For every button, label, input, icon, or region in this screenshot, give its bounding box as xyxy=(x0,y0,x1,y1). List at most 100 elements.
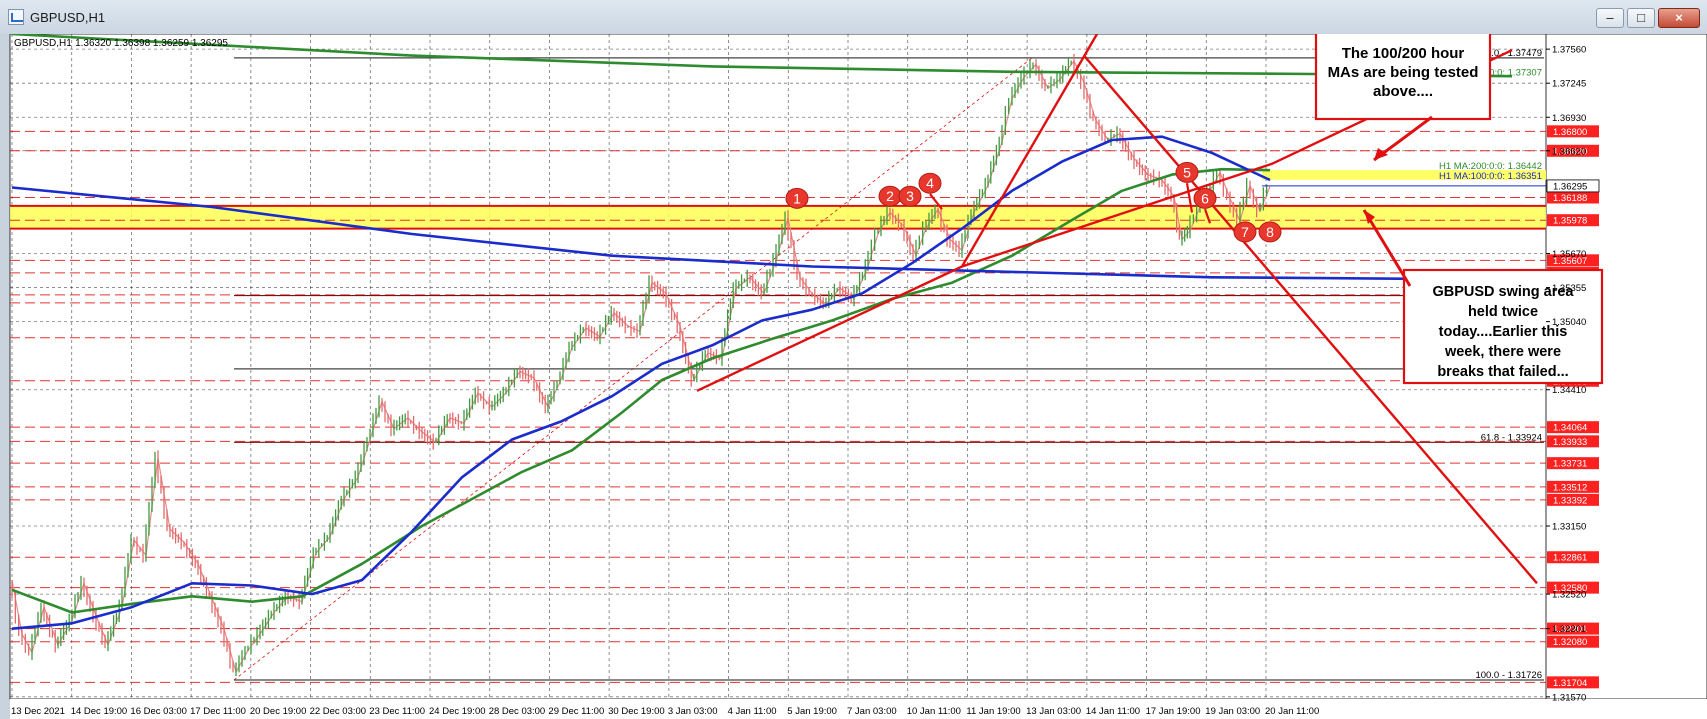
time-tick-label: 13 Jan 03:00 xyxy=(1026,706,1081,717)
callouts: The 100/200 hour MAs are being tested abov… xyxy=(1314,34,1604,385)
time-tick-label: 14 Dec 19:00 xyxy=(71,706,128,717)
level-tag-label: 1.33731 xyxy=(1553,459,1587,470)
fib-label: 61.8 - 1.33924 xyxy=(1481,432,1542,443)
ma-callout-arrowhead xyxy=(1374,148,1388,160)
time-tick-label: 7 Jan 03:00 xyxy=(847,706,897,717)
ma-line xyxy=(11,186,1513,281)
level-tag xyxy=(1547,125,1599,138)
time-tick-label: 24 Dec 19:00 xyxy=(429,706,486,717)
swing-callout-arrowhead xyxy=(1364,210,1375,224)
time-tick-label: 4 Jan 11:00 xyxy=(728,706,777,717)
time-tick-label: 13 Dec 2021 xyxy=(11,706,65,717)
level-tag xyxy=(1547,421,1599,434)
window-titlebar[interactable]: GBPUSD,H1 – □ × xyxy=(0,0,1707,34)
touch-markers: 1 2 34 56 7 8 xyxy=(785,161,1282,243)
marker-number: 4 xyxy=(926,175,934,191)
fib-label: 0.0 - 1.37479 xyxy=(1486,48,1542,59)
time-tick-label: 29 Dec 11:00 xyxy=(548,706,604,717)
marker-badge xyxy=(1193,187,1217,209)
trendline xyxy=(1083,54,1538,585)
window-title: GBPUSD,H1 xyxy=(30,10,106,25)
time-tick-label: 10 Jan 11:00 xyxy=(907,706,961,717)
maximize-button[interactable]: □ xyxy=(1627,8,1655,28)
time-tick-label: 19 Jan 03:00 xyxy=(1205,706,1260,717)
time-tick-label: 30 Dec 19:00 xyxy=(608,706,665,717)
level-tag-label: 1.35607 xyxy=(1553,256,1587,267)
plot-area xyxy=(9,34,1547,700)
level-tag-label: 1.36800 xyxy=(1553,127,1587,138)
time-tick-label: 17 Dec 11:00 xyxy=(190,706,246,717)
marker-badge xyxy=(918,172,942,194)
time-tick-label: 22 Dec 03:00 xyxy=(310,706,367,717)
level-tag xyxy=(1547,551,1599,564)
minimize-button[interactable]: – xyxy=(1596,8,1624,28)
price-tick-label: 1.33150 xyxy=(1552,521,1586,532)
time-tick-label: 17 Jan 19:00 xyxy=(1146,706,1201,717)
minimize-icon: – xyxy=(1606,10,1614,25)
level-tag-label: 1.33933 xyxy=(1553,437,1587,448)
level-tag xyxy=(1547,622,1599,635)
level-tag-label: 1.36188 xyxy=(1553,193,1587,204)
level-tag-label: 1.32080 xyxy=(1553,637,1587,648)
level-tag-label: 1.35978 xyxy=(1553,216,1587,227)
chart-app-icon xyxy=(8,9,24,25)
time-tick-label: 20 Jan 11:00 xyxy=(1265,706,1319,717)
swing-area-zone xyxy=(10,205,1546,229)
time-axis xyxy=(10,699,1707,719)
level-tag xyxy=(1547,581,1599,594)
marker-number: 2 xyxy=(886,188,894,204)
time-tick-label: 28 Dec 03:00 xyxy=(489,706,546,717)
marker-arrow xyxy=(1203,208,1212,224)
price-chart[interactable]: 1.368001.366201.361881.359781.356071.354… xyxy=(0,34,1707,719)
ma-callout-line: MAs are being tested xyxy=(1328,64,1479,81)
current-price-label: 1.36295 xyxy=(1553,181,1587,192)
marker-number: 5 xyxy=(1183,164,1191,180)
level-tag xyxy=(1547,254,1599,267)
grid xyxy=(10,34,1546,699)
trendline xyxy=(960,34,1099,268)
price-tick-label: 1.32520 xyxy=(1552,590,1586,601)
close-button[interactable]: × xyxy=(1658,8,1700,28)
swing-callout-line: today....Earlier this xyxy=(1439,324,1568,340)
level-tag-label: 1.32861 xyxy=(1553,553,1587,564)
ma-callout-line: The 100/200 hour xyxy=(1342,45,1465,62)
marker-badge xyxy=(1175,161,1199,183)
level-tag-label: 1.33392 xyxy=(1553,495,1587,506)
marker-number: 7 xyxy=(1241,224,1249,240)
close-icon: × xyxy=(1675,10,1683,25)
time-tick-label: 14 Jan 11:00 xyxy=(1086,706,1140,717)
fib-label: 100.0 - 1.31726 xyxy=(1475,670,1542,681)
time-tick-label: 20 Dec 19:00 xyxy=(250,706,307,717)
chart-header: GBPUSD,H1 1.36320 1.36398 1.36259 1.36295 xyxy=(14,38,228,49)
price-tick-label: 1.37560 xyxy=(1552,45,1586,56)
ma-line xyxy=(11,167,1271,614)
price-tick-label: 1.35355 xyxy=(1552,283,1586,294)
marker-number: 3 xyxy=(906,188,914,204)
ma-line xyxy=(11,135,1271,630)
price-tick-label: 1.36620 xyxy=(1552,146,1586,157)
maximize-icon: □ xyxy=(1637,10,1645,25)
ma-line xyxy=(11,34,1513,78)
ma-callout-line: above.... xyxy=(1373,83,1433,100)
ma-test-zone xyxy=(1262,170,1546,180)
marker-arrow xyxy=(929,193,943,210)
swing-callout-arrow xyxy=(1362,209,1412,287)
time-tick-label: 16 Dec 03:00 xyxy=(130,706,187,717)
ma-label: H1 MA:200:0:0: 1.36442 xyxy=(1439,161,1542,172)
level-tag xyxy=(1547,435,1599,448)
level-tag xyxy=(1547,480,1599,493)
time-tick-label: 5 Jan 19:00 xyxy=(787,706,837,717)
swing-callout-line: breaks that failed... xyxy=(1437,364,1568,380)
marker-badge xyxy=(898,185,922,207)
time-tick-label: 11 Jan 19:00 xyxy=(966,706,1020,717)
level-tag xyxy=(1547,191,1599,204)
level-tag-label: 1.31704 xyxy=(1553,678,1587,689)
swing-callout-box xyxy=(1402,268,1604,385)
price-tick-label: 1.35040 xyxy=(1552,317,1586,328)
price-tick-label: 1.36930 xyxy=(1552,113,1586,124)
swing-callout-line: held twice xyxy=(1468,304,1538,320)
level-tag xyxy=(1547,144,1599,157)
time-tick-label: 3 Jan 03:00 xyxy=(668,706,718,717)
highlight-zones xyxy=(10,170,1546,230)
ma-callout-box xyxy=(1314,34,1492,121)
